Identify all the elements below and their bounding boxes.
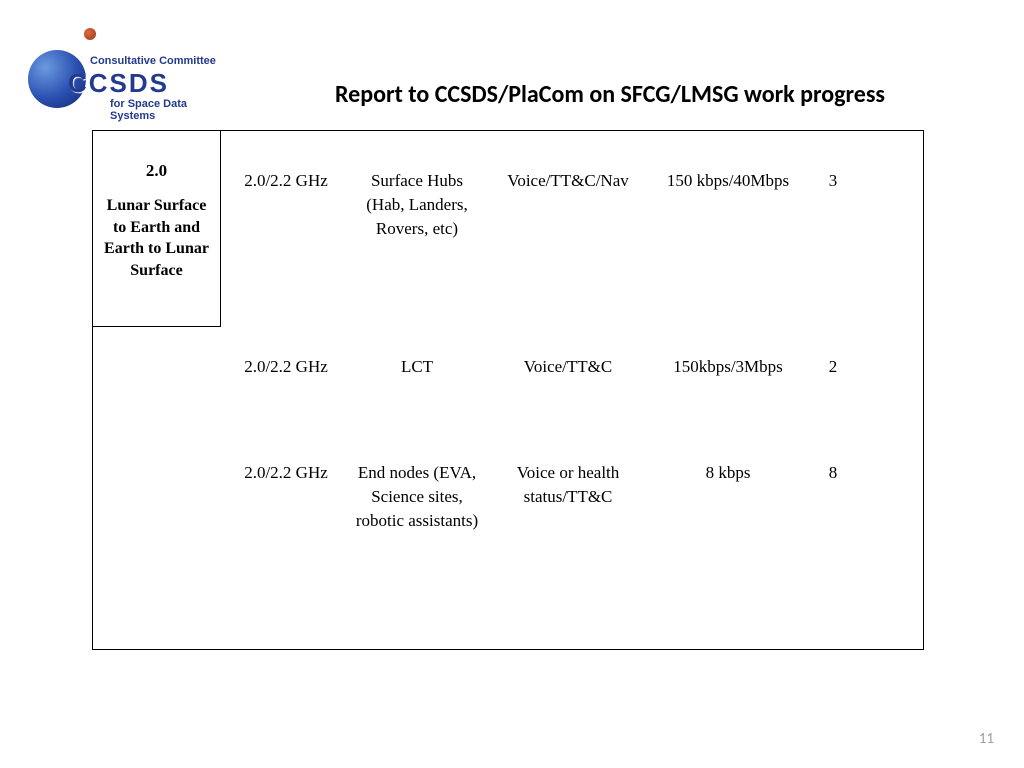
cell-function: Voice or health status/TT&C <box>483 461 653 532</box>
cell-frequency: 2.0/2.2 GHz <box>221 461 351 532</box>
cell-asset: End nodes (EVA, Science sites, robotic a… <box>351 461 483 532</box>
cell-count: 3 <box>803 169 863 240</box>
table-row: 2.0/2.2 GHz End nodes (EVA, Science site… <box>221 461 923 532</box>
logo-main-text: CCSDS <box>68 68 169 99</box>
section-number: 2.0 <box>101 161 212 181</box>
data-table: 2.0 Lunar Surface to Earth and Earth to … <box>92 130 924 650</box>
cell-asset: Surface Hubs (Hab, Landers, Rovers, etc) <box>351 169 483 240</box>
cell-frequency: 2.0/2.2 GHz <box>221 169 351 240</box>
cell-function: Voice/TT&C/Nav <box>483 169 653 240</box>
page-title: Report to CCSDS/PlaCom on SFCG/LMSG work… <box>260 80 960 109</box>
cell-function: Voice/TT&C <box>483 355 653 379</box>
section-header-cell: 2.0 Lunar Surface to Earth and Earth to … <box>93 131 221 327</box>
table-body: 2.0/2.2 GHz Surface Hubs (Hab, Landers, … <box>221 131 923 649</box>
cell-count: 8 <box>803 461 863 532</box>
page-number: 11 <box>979 730 994 748</box>
table-row: 2.0/2.2 GHz Surface Hubs (Hab, Landers, … <box>221 169 923 240</box>
cell-frequency: 2.0/2.2 GHz <box>221 355 351 379</box>
section-title: Lunar Surface to Earth and Earth to Luna… <box>101 195 212 281</box>
cell-datarate: 150 kbps/40Mbps <box>653 169 803 240</box>
table-row: 2.0/2.2 GHz LCT Voice/TT&C 150kbps/3Mbps… <box>221 355 923 379</box>
logo-bottom-text: for Space Data Systems <box>110 98 218 122</box>
cell-datarate: 8 kbps <box>653 461 803 532</box>
logo-dot-icon <box>84 28 96 40</box>
ccsds-logo: Consultative Committee CCSDS for Space D… <box>28 28 218 108</box>
cell-datarate: 150kbps/3Mbps <box>653 355 803 379</box>
cell-count: 2 <box>803 355 863 379</box>
cell-asset: LCT <box>351 355 483 379</box>
logo-top-text: Consultative Committee <box>90 55 216 67</box>
